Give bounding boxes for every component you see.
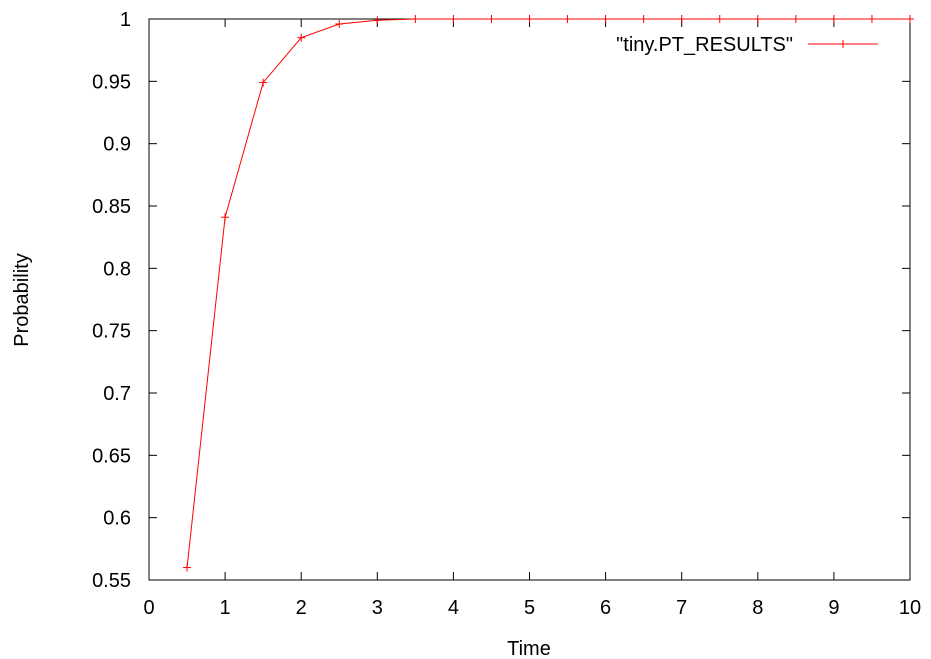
data-point-marker: [183, 563, 192, 572]
data-point-marker: [753, 15, 762, 23]
data-point-marker: [449, 15, 458, 23]
data-point-marker: [335, 19, 344, 28]
y-axis-ticks: 0.55 0.6 0.65 0.7 0.75 0.8 0.85 0.9 0.95 1: [92, 9, 910, 592]
data-point-marker: [906, 15, 914, 23]
x-tick-label: 2: [296, 597, 307, 619]
y-tick-label: 1: [120, 9, 131, 31]
x-axis-label: Time: [507, 638, 551, 659]
x-axis-ticks: 0 1 2 3 4 5 6 7 8 9 10: [143, 19, 921, 619]
legend-label: "tiny.PT_RESULTS": [616, 34, 793, 56]
data-point-marker: [525, 15, 534, 23]
data-point-marker: [563, 15, 572, 23]
series-line: [186, 18, 910, 568]
data-point-marker: [829, 15, 838, 23]
legend-marker: [839, 40, 847, 48]
y-tick-label: 0.6: [103, 508, 131, 530]
x-tick-label: 4: [448, 597, 459, 619]
y-tick-label: 0.85: [92, 196, 131, 218]
data-point-marker: [411, 15, 420, 23]
x-tick-label: 10: [899, 597, 921, 619]
data-point-marker: [791, 15, 800, 23]
data-point-marker: [715, 15, 724, 23]
data-point-marker: [259, 78, 268, 87]
data-point-marker: [867, 15, 876, 23]
y-tick-label: 0.65: [92, 445, 131, 467]
x-tick-label: 3: [372, 597, 383, 619]
y-axis-label: Probability: [11, 253, 33, 346]
y-tick-label: 0.55: [92, 570, 131, 592]
x-tick-label: 0: [143, 597, 154, 619]
x-tick-label: 9: [828, 597, 839, 619]
data-point-marker: [487, 15, 496, 23]
data-point-marker: [601, 15, 610, 23]
y-tick-label: 0.7: [103, 383, 131, 405]
data-point-marker: [221, 213, 230, 222]
data-point-marker: [639, 15, 648, 23]
x-tick-label: 6: [600, 597, 611, 619]
plot-frame: [148, 18, 911, 581]
data-point-marker: [297, 33, 306, 42]
y-tick-label: 0.75: [92, 321, 131, 343]
x-tick-label: 7: [676, 597, 687, 619]
x-tick-label: 5: [524, 597, 535, 619]
y-tick-label: 0.8: [103, 258, 131, 280]
legend: "tiny.PT_RESULTS": [616, 34, 878, 56]
y-tick-label: 0.95: [92, 71, 131, 93]
x-tick-label: 1: [220, 597, 231, 619]
data-point-marker: [373, 16, 382, 25]
series-layer: [183, 15, 914, 572]
x-tick-label: 8: [752, 597, 763, 619]
y-tick-label: 0.9: [103, 134, 131, 156]
data-point-marker: [677, 15, 686, 23]
